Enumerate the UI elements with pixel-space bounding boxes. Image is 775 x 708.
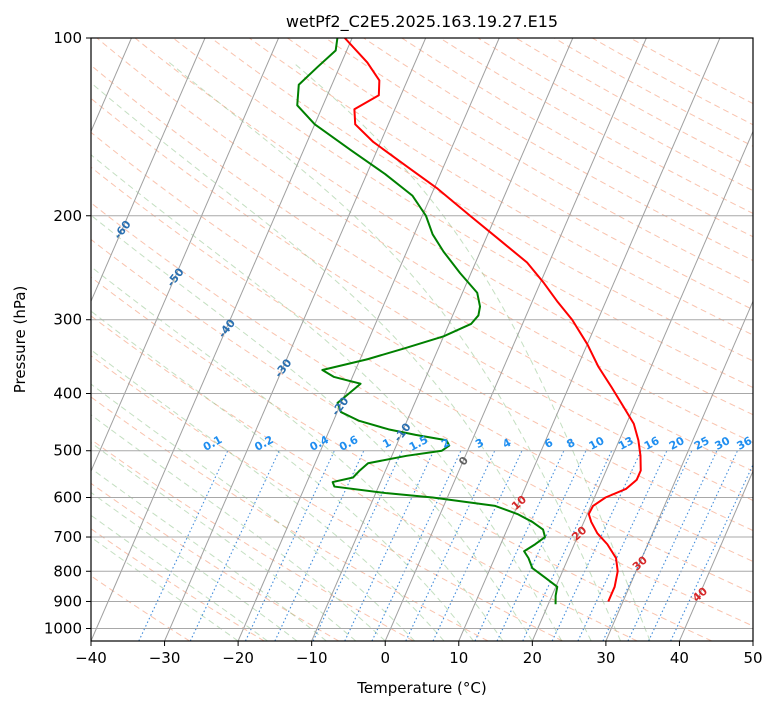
y-tick-label: 600 <box>53 488 82 506</box>
x-tick-label: 50 <box>743 649 762 667</box>
x-tick-label: −30 <box>149 649 181 667</box>
x-axis-label: Temperature (°C) <box>356 679 486 697</box>
x-tick-label: 20 <box>523 649 542 667</box>
y-axis-label: Pressure (hPa) <box>11 286 29 394</box>
y-tick-label: 100 <box>53 29 82 47</box>
chart-title: wetPf2_C2E5.2025.163.19.27.E15 <box>286 12 558 32</box>
x-tick-label: 30 <box>596 649 615 667</box>
x-tick-label: −40 <box>75 649 107 667</box>
x-tick-label: 40 <box>670 649 689 667</box>
y-tick-label: 900 <box>53 592 82 610</box>
x-tick-label: −10 <box>296 649 328 667</box>
y-tick-label: 700 <box>53 528 82 546</box>
x-tick-label: 10 <box>449 649 468 667</box>
y-tick-label: 500 <box>53 442 82 460</box>
y-tick-label: 200 <box>53 207 82 225</box>
y-tick-label: 400 <box>53 385 82 403</box>
x-tick-label: 0 <box>380 649 390 667</box>
y-tick-label: 800 <box>53 562 82 580</box>
y-tick-label: 1000 <box>44 619 82 637</box>
x-tick-label: −20 <box>222 649 254 667</box>
y-tick-label: 300 <box>53 311 82 329</box>
